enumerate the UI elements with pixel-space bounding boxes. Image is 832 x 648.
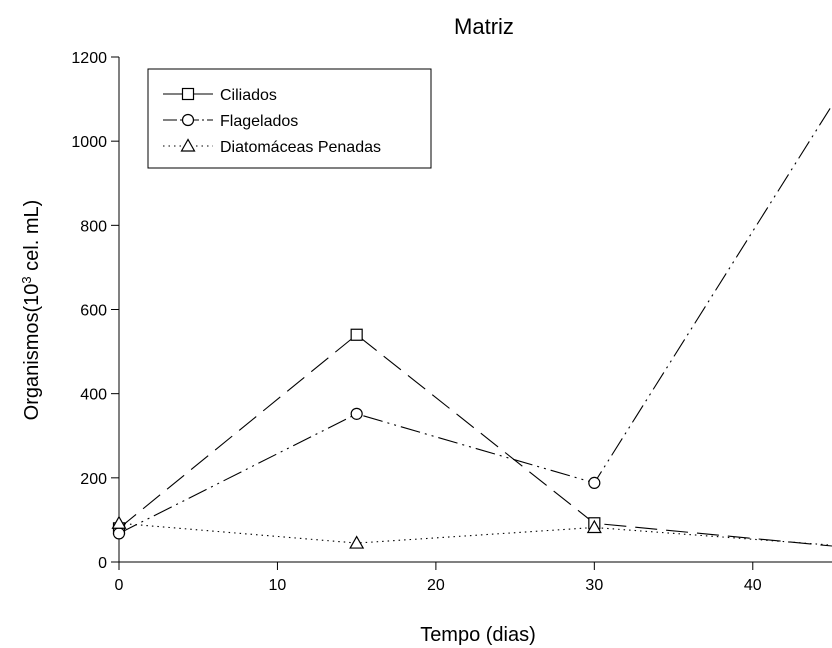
data-point-flagelados [350, 407, 363, 420]
x-axis-label: Tempo (dias) [420, 624, 536, 646]
legend-marker-flagelados [181, 113, 195, 127]
axes: 0 200 400 600 800 1000 1200 0 10 20 30 40 [71, 50, 832, 594]
y-tick-label: 1000 [71, 134, 107, 151]
series-line-ciliados [118, 334, 832, 547]
x-tick-label: 20 [427, 577, 445, 594]
y-axis-label-tail: cel. mL) [21, 200, 43, 277]
data-point-flagelados [112, 527, 126, 540]
y-tick-label: 1200 [71, 50, 107, 67]
y-tick-label: 200 [80, 471, 107, 488]
x-tick-label: 40 [744, 577, 762, 594]
data-point-flagelados [588, 476, 601, 489]
legend-label-flagelados: Flagelados [220, 113, 298, 130]
series-line-diatom-ceas-penadas [118, 522, 832, 546]
x-tick-label: 0 [115, 577, 124, 594]
y-axis-label-sup: 3 [19, 276, 34, 283]
y-tick-label: 400 [80, 387, 107, 404]
y-tick-label: 800 [80, 218, 107, 235]
series-diatom-ceas-penadas [111, 515, 832, 549]
x-tick-label: 30 [585, 577, 603, 594]
legend-label-ciliados: Ciliados [220, 87, 277, 104]
legend-box [147, 68, 432, 169]
legend-marker-ciliados [181, 87, 195, 101]
data-point-diatom-ceas-penadas [349, 535, 365, 549]
legend-label-diatom-ceas-penadas: Diatomáceas Penadas [220, 139, 381, 156]
series-layer [111, 105, 832, 549]
data-point-diatom-ceas-penadas [586, 519, 602, 534]
chart-title: Matriz [454, 14, 514, 39]
data-point-diatom-ceas-penadas [111, 515, 127, 529]
y-tick-label: 0 [98, 555, 107, 572]
y-tick-label: 600 [80, 303, 107, 320]
series-ciliados [112, 328, 832, 547]
legend: Ciliados Flagelados Diatomáceas Penadas [147, 68, 432, 169]
series-flagelados [112, 105, 832, 540]
legend-marker-diatom-ceas-penadas [180, 138, 196, 152]
data-point-ciliados [350, 328, 363, 341]
x-tick-label: 10 [269, 577, 287, 594]
y-axis-label-main: Organismos(10 [21, 284, 43, 421]
series-line-flagelados [118, 105, 832, 534]
y-axis-label: Organismos(103 cel. mL) [19, 200, 44, 421]
